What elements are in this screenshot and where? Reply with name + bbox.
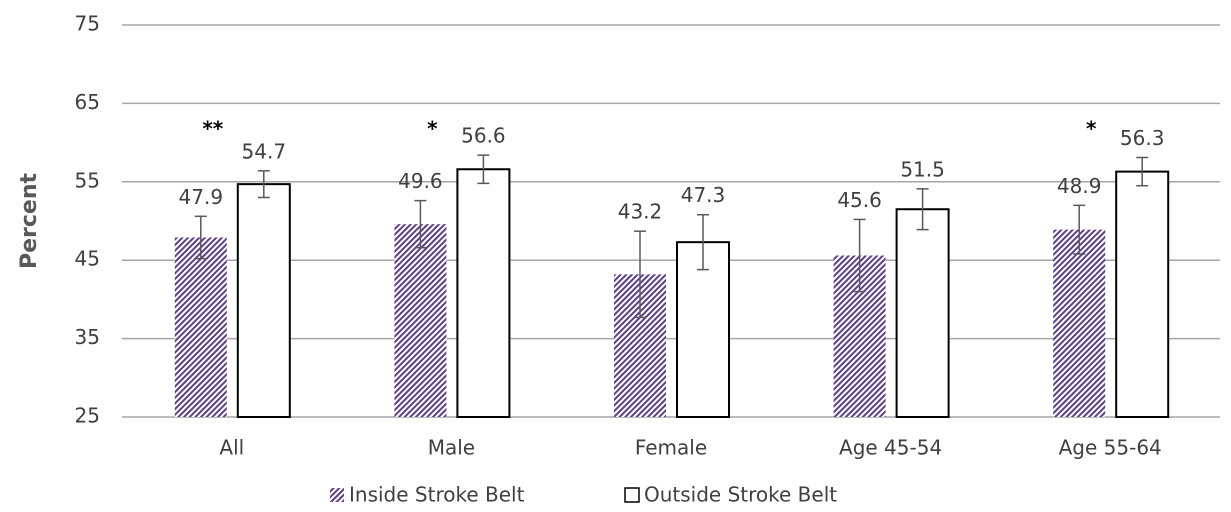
x-tick-label: All: [219, 436, 244, 460]
y-tick-label: 55: [75, 168, 100, 192]
bar: [394, 224, 447, 417]
annotation: *: [427, 117, 438, 141]
data-label: 51.5: [900, 157, 945, 181]
legend-label: Outside Stroke Belt: [644, 483, 837, 507]
bar: [895, 208, 950, 418]
y-tick-label: 65: [75, 90, 100, 114]
bar: [1053, 229, 1106, 417]
y-tick-label: 45: [75, 247, 100, 271]
data-label: 49.6: [398, 169, 443, 193]
y-tick-label: 25: [75, 404, 100, 428]
bar: [174, 237, 227, 417]
data-label: 45.6: [837, 188, 882, 212]
data-label: 56.3: [1120, 126, 1165, 150]
data-label: 47.9: [179, 185, 224, 209]
y-axis-label: Percent: [17, 173, 42, 270]
data-label: 43.2: [618, 200, 663, 224]
legend-label: Inside Stroke Belt: [349, 483, 525, 507]
bar: [456, 168, 511, 418]
data-label: 56.6: [461, 124, 506, 148]
x-tick-label: Age 55-64: [1059, 436, 1162, 460]
x-tick-label: Female: [635, 436, 707, 460]
data-label: 47.3: [681, 183, 726, 207]
annotation: **: [202, 117, 223, 141]
data-label: 48.9: [1057, 174, 1102, 198]
x-tick-label: Age 45-54: [839, 436, 942, 460]
bar: [676, 241, 730, 418]
legend-swatch: [330, 488, 344, 502]
data-label: 54.7: [242, 139, 287, 163]
bar: [1115, 170, 1170, 418]
bar: [236, 183, 291, 418]
y-tick-label: 75: [75, 12, 100, 36]
y-tick-label: 35: [75, 325, 100, 349]
annotation: *: [1086, 117, 1097, 141]
x-tick-label: Male: [428, 436, 475, 460]
legend-swatch: [624, 487, 640, 503]
